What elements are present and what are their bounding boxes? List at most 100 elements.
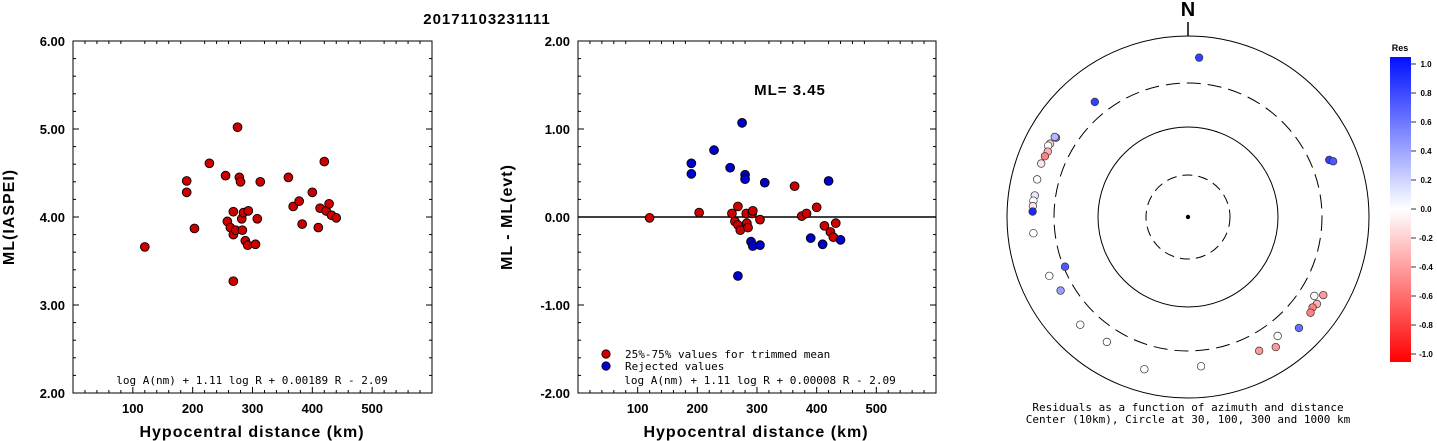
x-tick-label: 100 (122, 401, 144, 416)
x-tick-label: 500 (865, 401, 887, 416)
station-point (1102, 337, 1112, 347)
data-point (252, 213, 263, 224)
data-point (220, 170, 231, 181)
x-tick-label: 500 (361, 401, 383, 416)
data-point (819, 220, 830, 231)
ring-30km (1145, 174, 1231, 260)
colorbar-tick-label: -0.6 (1419, 292, 1433, 301)
data-point (331, 213, 342, 223)
azimuth-residual-panel: N Residuals as a function of azimuth and… (1006, 0, 1370, 426)
data-point (733, 201, 743, 212)
station-point (1328, 157, 1338, 166)
data-point (243, 205, 254, 216)
data-point (830, 218, 841, 229)
north-label: N (1181, 0, 1195, 21)
station-point (1040, 152, 1050, 161)
data-point (733, 271, 743, 281)
data-point (743, 222, 753, 233)
data-point (283, 172, 294, 183)
data-point (307, 187, 318, 198)
station-point (1194, 53, 1204, 62)
legend-marker-rejected (601, 361, 611, 371)
ml-iaspei-panel: log A(nm) + 1.11 log R + 0.00189 R - 2.0… (1, 34, 433, 441)
colorbar-tick-label: -0.4 (1419, 263, 1433, 272)
station-point (1196, 362, 1206, 371)
data-point (232, 122, 243, 133)
colorbar-tick-label: 0.2 (1420, 176, 1432, 185)
ml-value-text: ML= 3.45 (754, 82, 826, 99)
ml-residual-panel: ML= 3.45 25%-75% values for trimmed mean… (499, 34, 937, 441)
y-tick-label: 2.00 (545, 34, 570, 49)
x-tick-label: 200 (182, 401, 204, 416)
data-point (139, 242, 150, 252)
legend-marker-trimmed (601, 349, 611, 359)
colorbar-tick-label: -0.2 (1419, 234, 1433, 243)
y-tick-label: -2.00 (540, 386, 570, 401)
x-tick-label: 200 (686, 401, 708, 416)
station-point (1294, 323, 1304, 333)
data-point (235, 176, 246, 187)
station-point (1310, 291, 1319, 301)
x-axis-label: Hypocentral distance (km) (643, 424, 868, 441)
x-tick-label: 400 (806, 401, 828, 416)
data-point (324, 198, 334, 209)
data-point (288, 201, 299, 212)
data-point (694, 207, 704, 218)
ring-100km (1097, 126, 1279, 308)
data-point (737, 117, 747, 128)
data-point (644, 213, 655, 223)
ring-1000km (1006, 35, 1370, 399)
colorbar-tick-label: 0.8 (1420, 89, 1432, 98)
colorbar-tick-label: 0.6 (1420, 118, 1432, 127)
data-point (805, 233, 816, 243)
x-tick-label: 100 (627, 401, 649, 416)
colorbar-tick-label: 0.4 (1420, 147, 1432, 156)
colorbar-tick-label: -0.8 (1419, 321, 1433, 330)
station-point (1028, 207, 1037, 216)
x-tick-label: 400 (301, 401, 323, 416)
figure-title: 20171103231111 (423, 11, 550, 28)
data-point (181, 176, 192, 186)
y-axis-label: ML(IASPEI) (1, 169, 18, 265)
data-point (228, 206, 239, 217)
data-point (189, 223, 200, 234)
data-point (817, 239, 828, 250)
colorbar-gradient (1390, 57, 1411, 362)
station-point (1273, 331, 1282, 341)
caption-line-2: Center (10km), Circle at 30, 100, 300 an… (1026, 413, 1351, 426)
station-point (1319, 290, 1328, 300)
residual-colorbar: Res 1.0 0.8 0.6 0.4 0.2 0.0 -0.2 -0.4 -0.6 -0.8 -1… (1390, 43, 1433, 362)
station-point (1271, 342, 1280, 352)
station-point (1060, 262, 1070, 271)
y-tick-label: 5.00 (40, 122, 65, 137)
data-point (789, 181, 800, 192)
data-point (801, 208, 812, 219)
data-point (319, 156, 330, 167)
y-tick-label: 3.00 (40, 298, 65, 313)
station-point (1050, 132, 1059, 142)
formula-text: log A(nm) + 1.11 log R + 0.00189 R - 2.0… (116, 374, 388, 387)
station-point (1306, 308, 1315, 317)
data-point (313, 222, 324, 233)
data-point (237, 225, 248, 236)
data-point (725, 162, 736, 173)
data-point (250, 239, 261, 250)
x-tick-label: 300 (746, 401, 768, 416)
data-point (228, 276, 239, 287)
y-tick-label: 6.00 (40, 34, 65, 49)
x-tick-label: 300 (242, 401, 264, 416)
y-tick-label: 2.00 (40, 386, 65, 401)
legend-label-rejected: Rejected values (625, 360, 724, 373)
data-point (686, 158, 697, 169)
data-point (294, 196, 305, 207)
plot-frame (72, 40, 433, 394)
center-dot (1185, 214, 1191, 220)
data-point (297, 219, 308, 229)
colorbar-tick-label: -1.0 (1419, 350, 1433, 359)
station-point (1037, 159, 1046, 168)
y-axis-label: ML - ML(evt) (499, 164, 516, 270)
formula-text: log A(nm) + 1.11 log R + 0.00008 R - 2.0… (624, 374, 896, 387)
y-tick-label: -1.00 (540, 298, 570, 313)
y-tick-label: 4.00 (40, 210, 65, 225)
